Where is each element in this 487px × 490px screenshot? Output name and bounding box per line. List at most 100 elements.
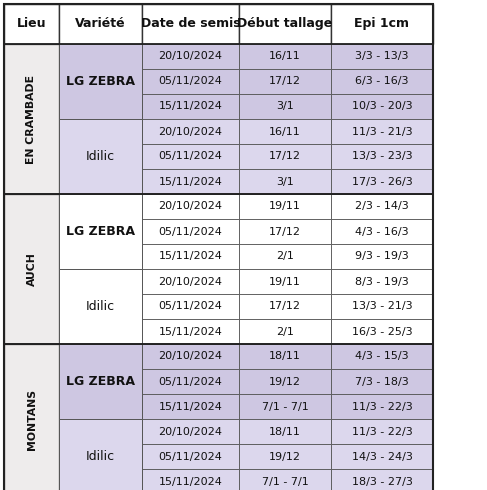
Bar [331,419,433,444]
Bar [142,269,239,294]
Text: LG ZEBRA: LG ZEBRA [66,75,135,88]
Bar [331,394,433,419]
Bar [239,144,331,169]
Text: 16/3 - 25/3: 16/3 - 25/3 [352,326,412,337]
Bar [59,44,142,119]
Text: 11/3 - 22/3: 11/3 - 22/3 [352,401,412,412]
Text: 20/10/2024: 20/10/2024 [158,276,223,287]
Text: 9/3 - 19/3: 9/3 - 19/3 [355,251,409,262]
Text: 17/3 - 26/3: 17/3 - 26/3 [352,176,412,187]
Bar [239,219,331,244]
Text: 15/11/2024: 15/11/2024 [159,401,223,412]
Text: 17/12: 17/12 [269,151,301,162]
Text: 19/12: 19/12 [269,451,301,462]
Bar [142,419,239,444]
Bar [239,469,331,490]
Text: 7/1 - 7/1: 7/1 - 7/1 [262,401,308,412]
Bar [142,444,239,469]
Bar [239,4,331,44]
Bar [142,4,239,44]
Text: 20/10/2024: 20/10/2024 [158,126,223,137]
Bar [142,319,239,344]
Text: 16/11: 16/11 [269,126,301,137]
Bar [239,69,331,94]
Text: 05/11/2024: 05/11/2024 [159,226,223,237]
Bar [142,394,239,419]
Text: 20/10/2024: 20/10/2024 [158,426,223,437]
Bar [142,344,239,369]
Text: 7/3 - 18/3: 7/3 - 18/3 [355,376,409,387]
Bar [142,194,239,219]
Text: 11/3 - 22/3: 11/3 - 22/3 [352,426,412,437]
Bar [4,4,433,490]
Bar [4,4,59,44]
Bar [239,269,331,294]
Text: Idilic: Idilic [86,300,115,313]
Text: 19/12: 19/12 [269,376,301,387]
Bar [239,319,331,344]
Bar [142,94,239,119]
Text: Date de semis: Date de semis [141,18,240,30]
Text: EN CRAMBADE: EN CRAMBADE [26,74,37,164]
Bar [142,219,239,244]
Bar [331,269,433,294]
Bar [239,419,331,444]
Text: 3/3 - 13/3: 3/3 - 13/3 [355,51,409,62]
Text: 20/10/2024: 20/10/2024 [158,201,223,212]
Text: LG ZEBRA: LG ZEBRA [66,225,135,238]
Bar [59,419,142,490]
Text: 05/11/2024: 05/11/2024 [159,451,223,462]
Text: 13/3 - 21/3: 13/3 - 21/3 [352,301,412,312]
Bar [239,94,331,119]
Text: 4/3 - 15/3: 4/3 - 15/3 [355,351,409,362]
Bar [4,44,59,194]
Bar [331,94,433,119]
Text: 14/3 - 24/3: 14/3 - 24/3 [352,451,412,462]
Bar [4,194,59,344]
Bar [331,4,433,44]
Bar [142,469,239,490]
Bar [239,244,331,269]
Bar [331,144,433,169]
Text: 05/11/2024: 05/11/2024 [159,376,223,387]
Text: Variété: Variété [75,18,126,30]
Text: 17/12: 17/12 [269,226,301,237]
Bar [331,319,433,344]
Text: 05/11/2024: 05/11/2024 [159,151,223,162]
Bar [59,269,142,344]
Bar [331,69,433,94]
Bar [239,444,331,469]
Bar [4,344,59,490]
Bar [239,119,331,144]
Text: 10/3 - 20/3: 10/3 - 20/3 [352,101,412,112]
Text: Début tallage: Début tallage [237,18,333,30]
Text: 7/1 - 7/1: 7/1 - 7/1 [262,476,308,487]
Text: 3/1: 3/1 [276,176,294,187]
Bar [142,244,239,269]
Bar [142,169,239,194]
Bar [331,469,433,490]
Text: Epi 1cm: Epi 1cm [355,18,410,30]
Bar [142,44,239,69]
Bar [331,219,433,244]
Text: 15/11/2024: 15/11/2024 [159,476,223,487]
Text: 16/11: 16/11 [269,51,301,62]
Bar [239,344,331,369]
Bar [331,344,433,369]
Bar [331,244,433,269]
Bar [239,169,331,194]
Text: 3/1: 3/1 [276,101,294,112]
Text: 18/3 - 27/3: 18/3 - 27/3 [352,476,412,487]
Text: Idilic: Idilic [86,150,115,163]
Text: 2/3 - 14/3: 2/3 - 14/3 [355,201,409,212]
Text: 6/3 - 16/3: 6/3 - 16/3 [355,76,409,87]
Text: 05/11/2024: 05/11/2024 [159,301,223,312]
Bar [331,444,433,469]
Text: 15/11/2024: 15/11/2024 [159,176,223,187]
Bar [331,44,433,69]
Bar [331,294,433,319]
Bar [331,119,433,144]
Text: 4/3 - 16/3: 4/3 - 16/3 [355,226,409,237]
Bar [142,144,239,169]
Text: 17/12: 17/12 [269,301,301,312]
